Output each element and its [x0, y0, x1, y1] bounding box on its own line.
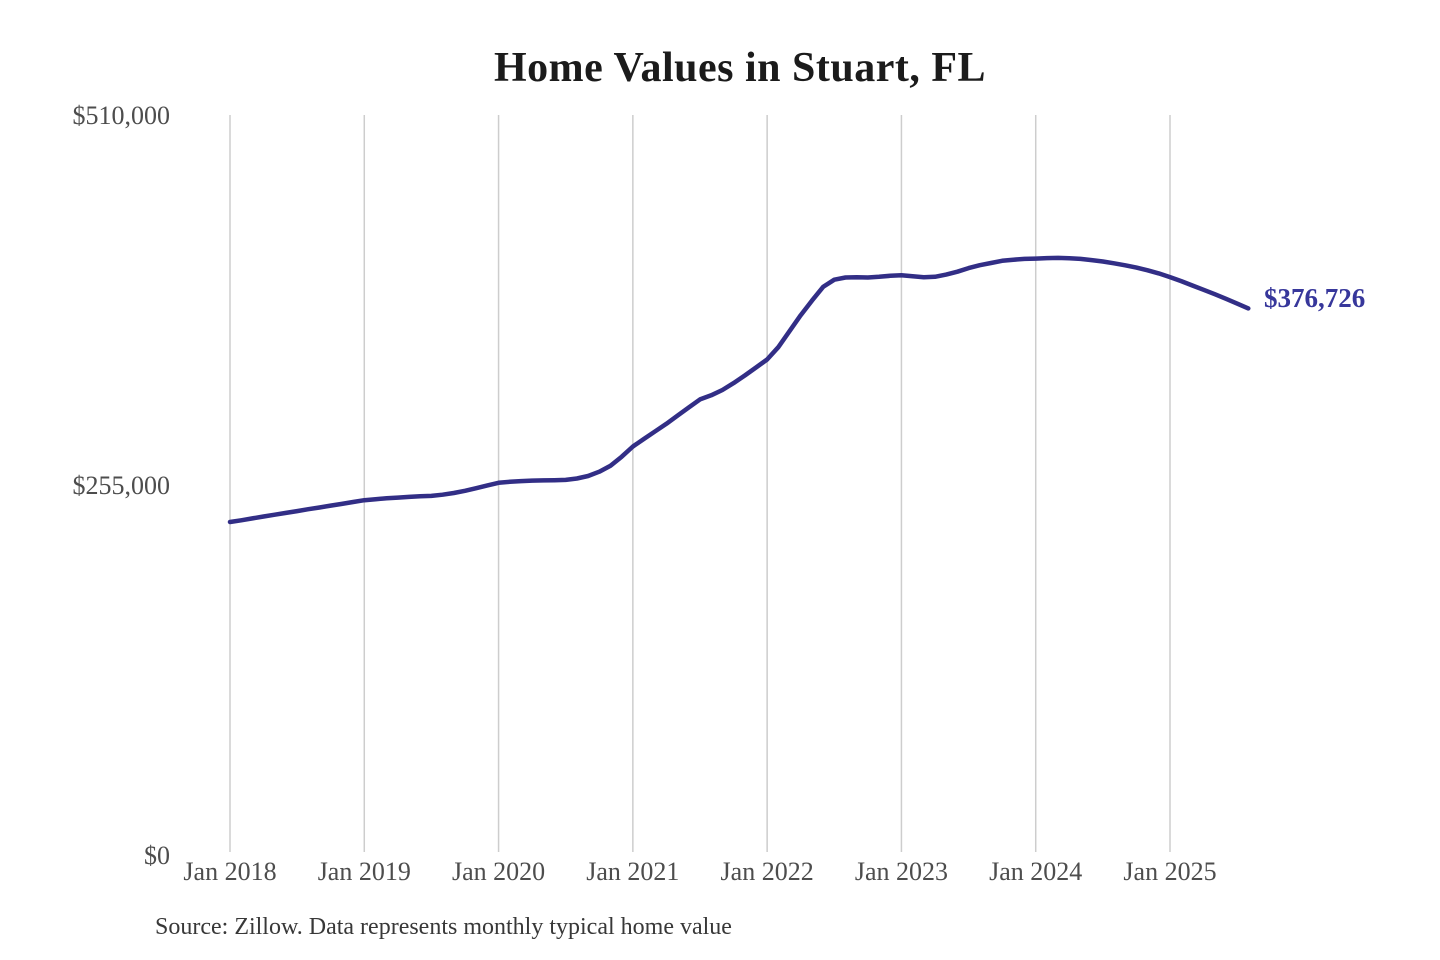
x-axis-tick-label-jan-2020: Jan 2020	[451, 857, 546, 886]
chart-title: Home Values in Stuart, FL	[493, 45, 987, 91]
x-axis-tick-label-jan-2021: Jan 2021	[586, 857, 680, 886]
x-axis-tick-label-jan-2024: Jan 2024	[989, 857, 1083, 886]
current-value-label: $376,726	[1264, 283, 1366, 313]
home-value-line	[227, 255, 1251, 525]
y-axis-tick-label-510000: $510,000	[72, 101, 171, 130]
x-axis-tick-label-jan-2019: Jan 2019	[317, 857, 411, 886]
y-axis-tick-label-255000: $255,000	[72, 471, 171, 500]
x-axis-tick-label-jan-2018: Jan 2018	[183, 857, 277, 886]
x-axis-tick-label-jan-2022: Jan 2022	[720, 857, 814, 886]
source-note: Source: Zillow. Data represents monthly …	[155, 914, 732, 940]
y-axis-tick-label-0: $0	[144, 841, 170, 870]
x-axis-tick-label-jan-2023: Jan 2023	[854, 857, 948, 886]
x-axis-tick-label-jan-2025: Jan 2025	[1123, 857, 1217, 886]
